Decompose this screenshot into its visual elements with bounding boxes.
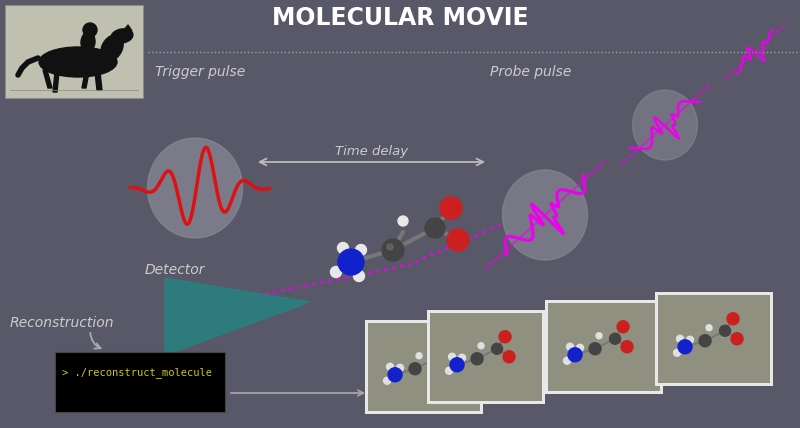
Circle shape bbox=[499, 331, 511, 343]
Circle shape bbox=[674, 349, 681, 356]
Circle shape bbox=[355, 244, 366, 256]
Circle shape bbox=[338, 243, 349, 253]
Circle shape bbox=[566, 343, 574, 350]
Circle shape bbox=[383, 377, 390, 384]
Text: Probe pulse: Probe pulse bbox=[490, 65, 571, 79]
FancyBboxPatch shape bbox=[55, 352, 225, 412]
Circle shape bbox=[677, 335, 683, 342]
Polygon shape bbox=[165, 278, 310, 355]
FancyBboxPatch shape bbox=[658, 295, 770, 383]
Circle shape bbox=[425, 218, 445, 238]
Ellipse shape bbox=[81, 32, 95, 52]
Circle shape bbox=[568, 348, 582, 362]
Polygon shape bbox=[53, 72, 59, 92]
Ellipse shape bbox=[111, 29, 133, 43]
Ellipse shape bbox=[39, 47, 117, 77]
FancyBboxPatch shape bbox=[545, 300, 663, 394]
Circle shape bbox=[398, 216, 408, 226]
Circle shape bbox=[610, 333, 621, 344]
FancyBboxPatch shape bbox=[427, 310, 545, 404]
Circle shape bbox=[388, 368, 402, 382]
Circle shape bbox=[440, 197, 462, 219]
Circle shape bbox=[386, 363, 394, 370]
FancyBboxPatch shape bbox=[365, 320, 483, 414]
Polygon shape bbox=[43, 70, 52, 88]
Circle shape bbox=[617, 321, 629, 333]
Circle shape bbox=[430, 353, 441, 364]
Circle shape bbox=[446, 367, 453, 374]
Ellipse shape bbox=[101, 35, 123, 61]
Ellipse shape bbox=[502, 170, 587, 260]
Circle shape bbox=[478, 343, 484, 349]
Circle shape bbox=[409, 363, 421, 375]
Text: > ./reconstruct_molecule: > ./reconstruct_molecule bbox=[62, 368, 212, 378]
Circle shape bbox=[727, 313, 739, 325]
Circle shape bbox=[577, 344, 583, 351]
Circle shape bbox=[447, 229, 469, 251]
Circle shape bbox=[387, 244, 393, 250]
Polygon shape bbox=[124, 25, 132, 31]
FancyBboxPatch shape bbox=[655, 292, 773, 386]
Text: Time delay: Time delay bbox=[335, 146, 409, 158]
Circle shape bbox=[706, 325, 712, 331]
Circle shape bbox=[503, 351, 515, 363]
Circle shape bbox=[449, 353, 455, 360]
Circle shape bbox=[450, 358, 464, 372]
Circle shape bbox=[416, 353, 422, 359]
Circle shape bbox=[437, 341, 449, 353]
Circle shape bbox=[397, 364, 403, 371]
Circle shape bbox=[83, 23, 97, 37]
Text: MOLECULAR MOVIE: MOLECULAR MOVIE bbox=[272, 6, 528, 30]
Circle shape bbox=[621, 341, 633, 353]
Circle shape bbox=[563, 357, 570, 364]
FancyBboxPatch shape bbox=[430, 313, 542, 401]
FancyBboxPatch shape bbox=[548, 303, 660, 391]
FancyBboxPatch shape bbox=[368, 323, 480, 411]
Circle shape bbox=[330, 267, 342, 277]
Circle shape bbox=[686, 336, 694, 343]
Circle shape bbox=[458, 354, 466, 361]
Ellipse shape bbox=[633, 90, 698, 160]
Polygon shape bbox=[95, 72, 102, 90]
Circle shape bbox=[441, 361, 453, 373]
FancyBboxPatch shape bbox=[5, 5, 143, 98]
Text: Trigger pulse: Trigger pulse bbox=[155, 65, 246, 79]
Circle shape bbox=[731, 333, 743, 345]
Circle shape bbox=[589, 343, 601, 355]
Circle shape bbox=[471, 353, 483, 365]
Circle shape bbox=[382, 239, 404, 261]
Ellipse shape bbox=[147, 138, 242, 238]
Circle shape bbox=[338, 249, 364, 275]
Text: Reconstruction: Reconstruction bbox=[10, 316, 114, 330]
Circle shape bbox=[354, 270, 365, 282]
Text: Detector: Detector bbox=[145, 263, 206, 277]
Circle shape bbox=[699, 335, 711, 347]
Circle shape bbox=[491, 343, 502, 354]
Circle shape bbox=[719, 325, 730, 336]
Polygon shape bbox=[82, 72, 89, 88]
Circle shape bbox=[596, 333, 602, 339]
Circle shape bbox=[678, 340, 692, 354]
